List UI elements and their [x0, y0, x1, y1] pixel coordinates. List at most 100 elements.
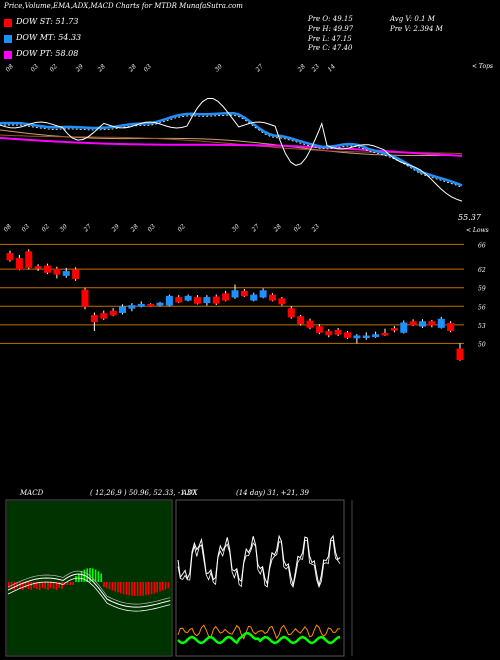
macd-histogram-bar [22, 582, 24, 590]
macd-histogram-bar [30, 582, 32, 590]
price-tick-label: 59 [478, 286, 486, 293]
macd-histogram-bar [148, 582, 150, 595]
macd-histogram-bar [136, 582, 139, 596]
candle-body [390, 328, 398, 331]
tops-label: < Tops [472, 63, 494, 70]
candle-body [381, 333, 389, 336]
ema-price-line [0, 98, 463, 202]
macd-histogram-bar [58, 582, 60, 588]
current-value-label: 55.37 [458, 213, 481, 222]
macd-histogram-bar [120, 582, 122, 594]
top-date-tick: 30 [213, 63, 223, 73]
macd-histogram-bar [111, 582, 114, 591]
macd-values: ( 12,26,9 ) 50.96, 52.33, -1.37 [90, 489, 196, 497]
candle-body [15, 258, 23, 270]
top-date-tick: 28 [127, 63, 138, 74]
candle-body [6, 253, 14, 261]
macd-aux-line [7, 570, 171, 605]
legend-item-mt: DOW MT: 54.33 [4, 33, 124, 45]
legend-label-pt: DOW PT: 58.08 [16, 49, 79, 58]
macd-histogram-bar [89, 568, 91, 582]
macd-histogram-bar [153, 582, 156, 594]
bottom-date-tick: 02 [40, 223, 50, 233]
macd-histogram-bar [150, 582, 153, 595]
macd-histogram-bar [125, 582, 128, 595]
macd-histogram-bar [86, 568, 88, 582]
candle-body [25, 251, 33, 268]
candle-body [62, 271, 70, 276]
macd-histogram-bar [55, 582, 58, 590]
macd-histogram-bar [159, 582, 161, 592]
candle-body [400, 322, 408, 333]
macd-histogram-bar [162, 582, 164, 591]
top-date-tick: 29 [74, 63, 85, 74]
stat-prev-volume: Pre V: 2.394 M [390, 25, 443, 33]
bottom-date-tick: 28 [129, 223, 140, 234]
top-date-tick: 02 [48, 63, 58, 73]
macd-histogram-bar [114, 582, 116, 592]
macd-histogram-bar [16, 582, 18, 588]
macd-histogram-bar [92, 568, 94, 582]
candle-body [100, 313, 108, 319]
macd-histogram-bar [52, 582, 55, 589]
adx-label: ADX [182, 489, 198, 497]
macd-histogram-bar [142, 582, 144, 596]
adx-line [177, 631, 341, 645]
candle-body [203, 297, 211, 304]
candle-body [287, 308, 295, 318]
top-date-tick: 03 [142, 63, 152, 73]
bottom-date-axis: 08 03 02 30 27 29 28 03 02 30 27 28 02 23 [2, 223, 320, 234]
candle-body [325, 331, 333, 336]
macd-histogram-bar [139, 582, 142, 596]
macd-histogram-bar [156, 582, 158, 593]
macd-histogram-bar [69, 582, 72, 585]
candle-body [315, 326, 323, 333]
bottom-date-tick: 27 [82, 223, 93, 234]
candle-body [175, 297, 183, 303]
ema-long-tan-line [0, 129, 462, 156]
adx-values: (14 day) 31, +21, 39 [236, 489, 309, 497]
candle-body [53, 268, 61, 275]
stat-prev-low: Pre L: 47.15 [308, 35, 352, 43]
price-panel: 66 62 59 56 53 50 [0, 242, 486, 361]
candle-body [222, 293, 230, 301]
macd-panel [5, 499, 173, 657]
legend-swatch-pt [4, 51, 12, 59]
macd-histogram-bar [24, 582, 27, 588]
macd-histogram-bar [44, 582, 46, 589]
bottom-date-tick: 02 [176, 223, 186, 233]
candle-body [419, 321, 426, 327]
legend-label-mt: DOW MT: 54.33 [16, 33, 82, 42]
stat-prev-close: Pre C: 47.40 [308, 44, 353, 52]
macd-histogram-bar [131, 582, 133, 596]
macd-histogram-bar [50, 582, 52, 588]
top-date-tick: 27 [254, 63, 265, 74]
macd-histogram-bar [164, 582, 167, 590]
stat-prev-open: Pre O: 49.15 [308, 15, 353, 23]
macd-histogram-bar [80, 571, 83, 582]
macd-histogram-bar [36, 582, 38, 589]
macd-histogram-bar [145, 582, 147, 596]
macd-histogram-bar [134, 582, 136, 596]
macd-label: MACD [20, 489, 44, 497]
bottom-date-tick: 08 [2, 223, 12, 233]
ema-mt-line [0, 111, 463, 187]
candle-body [156, 302, 164, 306]
lows-label: < Lows [466, 227, 489, 234]
macd-histogram-bar [100, 573, 102, 582]
candle-body [447, 323, 455, 331]
candle-body [34, 266, 42, 269]
macd-histogram-bar [117, 582, 119, 593]
candle-body [372, 334, 380, 338]
top-date-tick: 14 [326, 63, 336, 73]
macd-histogram-bar [38, 582, 41, 590]
legend-item-pt: DOW PT: 58.08 [4, 49, 124, 61]
adx-panel [175, 499, 353, 657]
candle-body [231, 290, 239, 298]
top-date-tick: 28 [96, 63, 107, 74]
di-plus-shadow-line [177, 539, 341, 589]
macd-histogram-bar [19, 582, 21, 589]
candle-body [119, 306, 126, 313]
candle-body [81, 289, 89, 307]
